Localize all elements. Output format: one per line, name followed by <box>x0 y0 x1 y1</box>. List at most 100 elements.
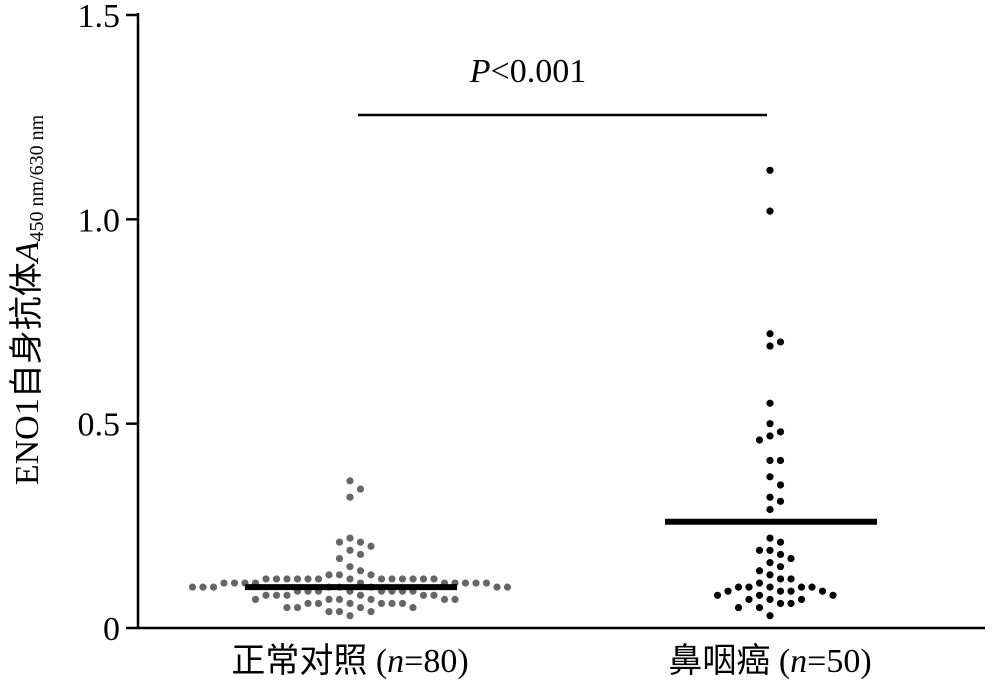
data-point <box>356 538 365 546</box>
data-point <box>766 473 774 481</box>
data-point <box>409 603 417 612</box>
data-point <box>766 571 774 579</box>
data-point <box>377 599 386 608</box>
data-point <box>755 436 764 444</box>
data-point <box>188 583 197 591</box>
annotation: P<0.001 <box>469 53 586 90</box>
data-point <box>776 456 785 465</box>
label-name: 鼻咽癌 ( <box>668 642 790 680</box>
data-point <box>325 595 333 603</box>
data-point <box>283 591 291 599</box>
data-point <box>388 599 396 608</box>
data-point <box>262 591 270 599</box>
data-point <box>272 591 281 599</box>
data-point <box>787 554 795 563</box>
data-point <box>734 583 743 591</box>
data-point <box>776 481 785 489</box>
data-point <box>293 575 302 583</box>
data-point <box>325 571 333 579</box>
data-point <box>766 612 774 620</box>
data-point <box>346 477 354 485</box>
data-point <box>398 575 407 583</box>
data-point <box>776 563 785 571</box>
data-point <box>419 591 428 599</box>
data-point <box>335 554 344 563</box>
data-point <box>251 595 260 603</box>
data-point <box>356 567 365 575</box>
data-point <box>346 575 354 583</box>
data-point <box>787 575 795 583</box>
data-point <box>419 575 428 583</box>
data-point <box>766 505 774 514</box>
data-point <box>766 166 774 174</box>
data-point <box>367 571 375 579</box>
data-point <box>734 603 743 612</box>
data-point <box>346 563 354 571</box>
data-point <box>503 583 512 591</box>
data-point <box>314 599 323 608</box>
data-point <box>398 599 407 608</box>
data-point <box>787 587 795 595</box>
y-label-text: ENO1自身抗体 <box>8 262 46 485</box>
data-point <box>356 485 365 493</box>
y-label-var: A <box>9 241 46 264</box>
data-point <box>335 608 344 616</box>
data-point <box>314 575 323 583</box>
data-point <box>304 599 312 608</box>
data-point <box>356 550 365 559</box>
annotation-text: <0.001 <box>491 53 587 90</box>
data-point <box>797 595 806 603</box>
data-point <box>766 207 774 215</box>
data-point <box>346 612 354 620</box>
data-point <box>293 603 302 612</box>
data-point <box>356 603 365 612</box>
data-point <box>262 575 270 583</box>
data-point <box>766 534 774 542</box>
data-point <box>766 595 774 603</box>
data-point <box>755 579 764 587</box>
data-point <box>776 575 785 583</box>
data-point <box>766 456 774 465</box>
data-point <box>430 575 438 583</box>
data-point <box>461 579 470 587</box>
y-axis-label: ENO1自身抗体A450 nm/630 nm <box>8 114 48 485</box>
data-point <box>766 420 774 428</box>
data-point <box>766 432 774 440</box>
data-point <box>430 591 438 599</box>
data-point <box>335 571 344 579</box>
data-point <box>745 595 753 603</box>
label-italic: n <box>387 643 404 680</box>
data-point <box>713 591 722 599</box>
data-point <box>367 542 375 550</box>
y-tick-label: 0 <box>103 611 120 648</box>
data-point <box>335 595 344 603</box>
x-tick-label: 正常对照 (n=80) <box>231 642 468 680</box>
data-point <box>745 583 753 591</box>
data-point <box>766 330 774 338</box>
data-point <box>776 538 785 546</box>
data-point <box>346 599 354 608</box>
label-name: 正常对照 ( <box>231 642 387 680</box>
data-point <box>272 575 281 583</box>
data-point <box>755 603 764 612</box>
data-point <box>346 546 354 554</box>
data-point <box>283 603 291 612</box>
label-rest: =50) <box>807 643 872 680</box>
data-point <box>755 591 764 599</box>
x-tick-label: 鼻咽癌 (n=50) <box>668 642 871 680</box>
data-point <box>367 595 375 603</box>
data-point <box>755 546 764 554</box>
data-point <box>335 538 344 546</box>
label-italic: n <box>790 643 807 680</box>
y-tick-label: 1.0 <box>78 202 121 239</box>
data-point <box>199 583 207 591</box>
data-point <box>409 575 417 583</box>
data-point <box>451 595 459 603</box>
data-point <box>776 338 785 346</box>
data-point <box>220 579 228 587</box>
data-point <box>766 559 774 567</box>
data-point <box>808 583 816 591</box>
y-tick-label: 0.5 <box>78 407 121 444</box>
data-point <box>776 497 785 505</box>
